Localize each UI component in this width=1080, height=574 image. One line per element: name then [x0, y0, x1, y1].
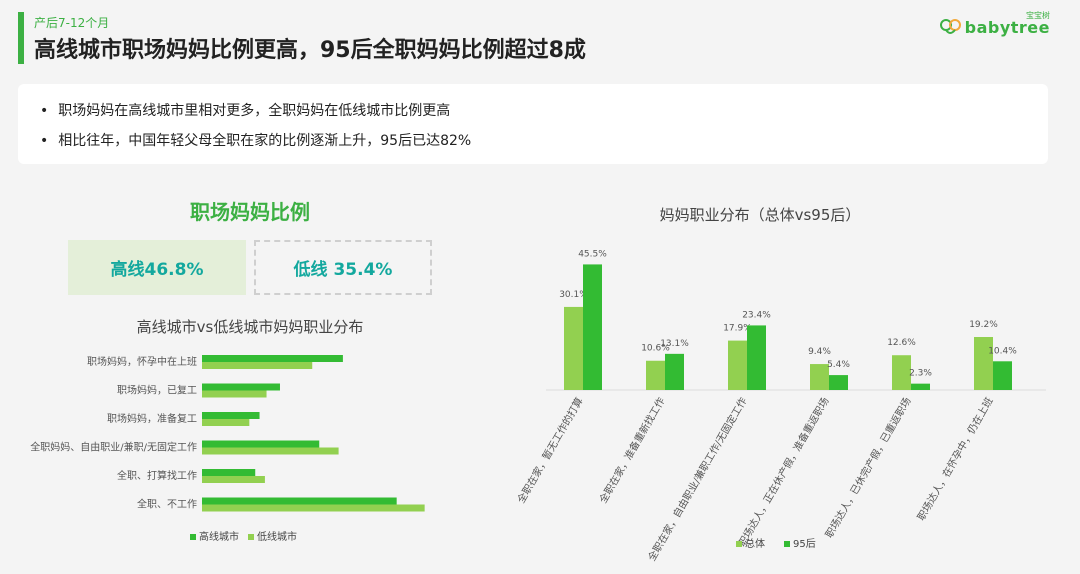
title-accent-bar: [18, 12, 24, 64]
logo-small-text: 宝宝树: [1026, 11, 1050, 20]
high-tier-ratio-box: 高线46.8%: [68, 240, 246, 295]
category-tick-label: 职场达人，正在休产假，准备重返职场: [735, 395, 831, 549]
hbar-high: [202, 440, 320, 448]
vbar-total: [974, 337, 993, 390]
city-tier-hbar-chart: 职场妈妈，怀孕中在上班职场妈妈，已复工职场妈妈，准备复工全职妈妈、自由职业/兼职…: [30, 355, 425, 543]
category-tick-label: 职场达人，已休完产假，已重返职场: [822, 395, 913, 540]
hbar-low: [202, 390, 267, 398]
legend-swatch: [190, 534, 196, 540]
category-tick-label: 全职、不工作: [137, 498, 197, 511]
hbar-high: [202, 497, 397, 505]
vbar-post95: [583, 264, 602, 390]
legend-swatch: [736, 541, 742, 547]
hbar-high: [202, 412, 260, 419]
hbar-high: [202, 355, 343, 362]
category-tick-label: 全职、打算找工作: [117, 469, 197, 482]
bullet-item: 相比往年，中国年轻父母全职在家的比例逐渐上升，95后已达82%: [40, 126, 1026, 156]
data-label: 9.4%: [808, 347, 831, 357]
occupation-distribution-bar-chart: 30.1% 45.5% 全职在家，暂无工作的打算 10.6%13.1% 全职在家，准备重…: [514, 249, 1046, 563]
bullet-item: 职场妈妈在高线城市里相对更多，全职妈妈在低线城市比例更高: [40, 96, 1026, 126]
vbar-total: [646, 360, 665, 390]
working-mom-ratio-title: 职场妈妈比例: [190, 200, 310, 224]
data-label: 5.4%: [827, 360, 850, 370]
data-label: 23.4%: [742, 310, 771, 320]
vbar-total: [810, 364, 829, 390]
legend-label: 总体: [745, 537, 765, 550]
vbar-total: [564, 306, 583, 390]
category-tick-label: 职场妈妈，已复工: [117, 384, 197, 397]
page-title: 高线城市职场妈妈比例更高，95后全职妈妈比例超过8成: [34, 38, 586, 63]
category-tick-label: 全职在家，准备重新找工作: [596, 395, 667, 505]
data-label: 2.3%: [909, 369, 932, 379]
vbar-post95: [911, 383, 930, 390]
legend-label: 95后: [793, 538, 816, 550]
data-label: 45.5%: [578, 249, 607, 259]
data-label: 10.6%: [641, 344, 670, 354]
vbar-post95: [993, 361, 1012, 390]
category-tick-label: 职场达人，在怀孕中，仍在上班: [914, 395, 995, 523]
category-tick-label: 职场妈妈，怀孕中在上班: [87, 355, 197, 368]
data-label: 30.1%: [559, 290, 588, 300]
vbar-total: [728, 340, 747, 390]
page-subtitle: 产后7-12个月: [34, 16, 110, 30]
hbar-low: [202, 362, 313, 369]
vbar-post95: [747, 325, 766, 390]
low-tier-ratio-box: 低线 35.4%: [254, 240, 432, 295]
babytree-logo: 宝宝树 babytree: [940, 10, 1050, 40]
hbar-low: [202, 447, 339, 455]
legend-label: 低线城市: [257, 530, 297, 543]
data-label: 10.4%: [988, 346, 1017, 356]
legend-swatch: [784, 541, 790, 547]
hbar-high: [202, 383, 280, 391]
category-tick-label: 职场妈妈，准备复工: [107, 412, 197, 425]
hbar-high: [202, 469, 256, 476]
chart1-title: 高线城市vs低线城市妈妈职业分布: [136, 318, 364, 336]
hbar-low: [202, 419, 250, 426]
category-tick-label: 全职在家，暂无工作的打算: [514, 395, 585, 505]
vbar-post95: [829, 375, 848, 390]
logo-mark-icon: [940, 19, 961, 34]
category-tick-label: 全职妈妈、自由职业/兼职/无固定工作: [30, 441, 197, 454]
data-label: 12.6%: [887, 338, 916, 348]
vbar-total: [892, 355, 911, 390]
hbar-low: [202, 476, 265, 483]
vbar-post95: [665, 353, 684, 390]
data-label: 13.1%: [660, 339, 689, 349]
data-label: 17.9%: [723, 324, 752, 334]
legend-label: 高线城市: [199, 530, 239, 543]
summary-bullets: 职场妈妈在高线城市里相对更多，全职妈妈在低线城市比例更高 相比往年，中国年轻父母…: [18, 84, 1048, 164]
logo-text: babytree: [964, 18, 1050, 37]
category-tick-label: 全职在家，自由职业/兼职工作/无固定工作: [645, 395, 750, 563]
chart2-title: 妈妈职业分布（总体vs95后）: [659, 206, 861, 224]
hbar-low: [202, 504, 425, 512]
data-label: 19.2%: [969, 320, 998, 330]
legend-swatch: [248, 534, 254, 540]
